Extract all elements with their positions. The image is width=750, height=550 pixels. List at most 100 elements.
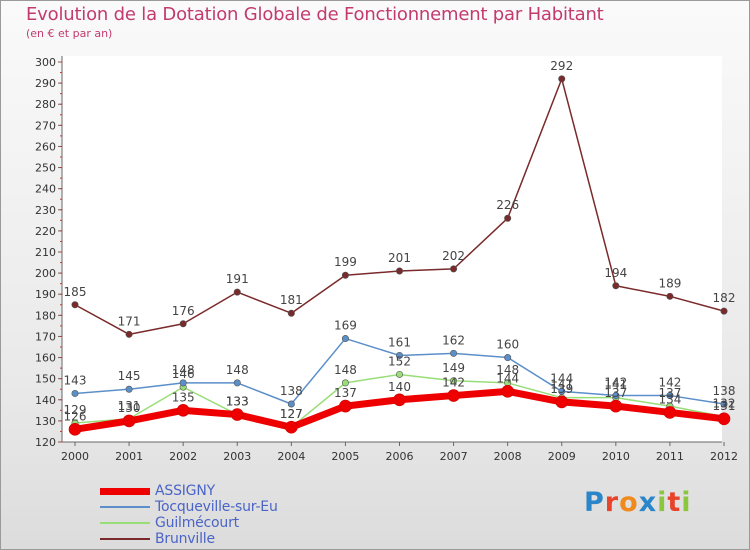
data-label: 130: [118, 401, 141, 415]
logo-letter: i: [657, 487, 668, 518]
data-point: [287, 309, 295, 317]
data-point: [450, 349, 458, 357]
data-point: [501, 385, 514, 398]
x-tick-label: 2005: [331, 450, 359, 463]
x-tick-label: 2001: [115, 450, 143, 463]
legend-swatch: [100, 538, 150, 540]
data-label: 139: [550, 382, 573, 396]
data-label: 137: [658, 386, 681, 400]
data-label: 127: [280, 407, 303, 421]
x-tick-label: 2000: [61, 450, 89, 463]
x-tick-label: 2010: [602, 450, 630, 463]
data-label: 292: [550, 59, 573, 73]
data-point: [233, 379, 241, 387]
data-point: [612, 392, 620, 400]
data-label: 144: [496, 371, 519, 385]
data-label: 161: [388, 335, 411, 349]
logo-letter: i: [681, 487, 692, 518]
x-tick-label: 2004: [277, 450, 305, 463]
data-point: [339, 399, 352, 413]
data-label: 148: [172, 363, 195, 377]
logo-letter: r: [604, 487, 620, 518]
legend-swatch: [100, 506, 150, 508]
x-tick-label: 2003: [223, 450, 251, 463]
data-label: 148: [334, 363, 357, 377]
data-label: 185: [64, 285, 87, 299]
data-label: 143: [64, 373, 87, 387]
legend-label: Brunville: [155, 531, 215, 547]
plot-area: [62, 56, 722, 442]
data-label: 133: [226, 395, 249, 409]
data-point: [395, 351, 403, 359]
y-tick-label: 280: [35, 98, 56, 111]
data-label: 194: [604, 266, 627, 280]
data-label: 135: [172, 390, 195, 404]
data-point: [71, 301, 79, 309]
data-label: 134: [658, 392, 681, 406]
data-label: 144: [550, 371, 573, 385]
data-point: [285, 420, 298, 434]
y-tick-label: 230: [35, 204, 56, 217]
data-label: 142: [442, 376, 465, 390]
data-label: 199: [334, 255, 357, 269]
data-label: 141: [550, 378, 573, 392]
y-tick-label: 270: [35, 119, 56, 132]
data-label: 181: [280, 293, 303, 307]
data-point: [450, 265, 458, 273]
data-label: 160: [496, 338, 519, 352]
chart-subtitle: (en € et par an): [26, 27, 113, 40]
proxiti-logo[interactable]: Proxiti: [584, 487, 692, 518]
data-label: 152: [388, 354, 411, 368]
data-point: [287, 400, 295, 408]
legend-label: ASSIGNY: [155, 483, 215, 499]
data-label: 142: [658, 376, 681, 390]
data-label: 127: [280, 407, 303, 421]
data-point: [558, 75, 566, 83]
data-label: 138: [713, 384, 736, 398]
logo-letter: P: [584, 487, 605, 518]
data-label: 131: [118, 399, 141, 413]
data-label: 148: [226, 363, 249, 377]
data-label: 138: [280, 384, 303, 398]
data-point: [179, 379, 187, 387]
data-point: [125, 330, 133, 338]
data-label: 131: [713, 399, 736, 413]
y-tick-label: 290: [35, 77, 56, 90]
data-label: 182: [713, 291, 736, 305]
data-point: [504, 214, 512, 222]
x-tick-label: 2008: [494, 450, 522, 463]
data-point: [395, 267, 403, 275]
data-label: 145: [118, 369, 141, 383]
data-point: [233, 288, 241, 296]
data-point: [393, 393, 406, 407]
data-point: [609, 399, 623, 413]
data-label: 201: [388, 251, 411, 265]
legend-label: Guilmécourt: [155, 515, 239, 531]
y-tick-label: 200: [35, 267, 56, 280]
logo-letter: t: [667, 487, 682, 518]
data-label: 126: [64, 409, 87, 423]
data-point: [555, 395, 569, 409]
y-tick-label: 250: [35, 162, 56, 175]
y-tick-label: 160: [35, 352, 56, 365]
data-point: [666, 392, 674, 400]
y-tick-label: 260: [35, 140, 56, 153]
x-tick-label: 2011: [656, 450, 684, 463]
data-point: [341, 379, 349, 387]
data-point: [341, 335, 349, 343]
data-label: 191: [226, 272, 249, 286]
x-tick-label: 2007: [440, 450, 468, 463]
data-point: [176, 404, 190, 417]
data-label: 202: [442, 249, 465, 263]
data-label: 169: [334, 319, 357, 333]
data-point: [341, 271, 349, 279]
legend-swatch: [100, 522, 150, 524]
data-point: [179, 320, 187, 328]
data-label: 137: [604, 386, 627, 400]
data-point: [558, 387, 566, 395]
data-point: [125, 385, 133, 393]
data-point: [663, 406, 677, 419]
data-point: [68, 423, 82, 436]
y-tick-label: 210: [35, 246, 56, 259]
